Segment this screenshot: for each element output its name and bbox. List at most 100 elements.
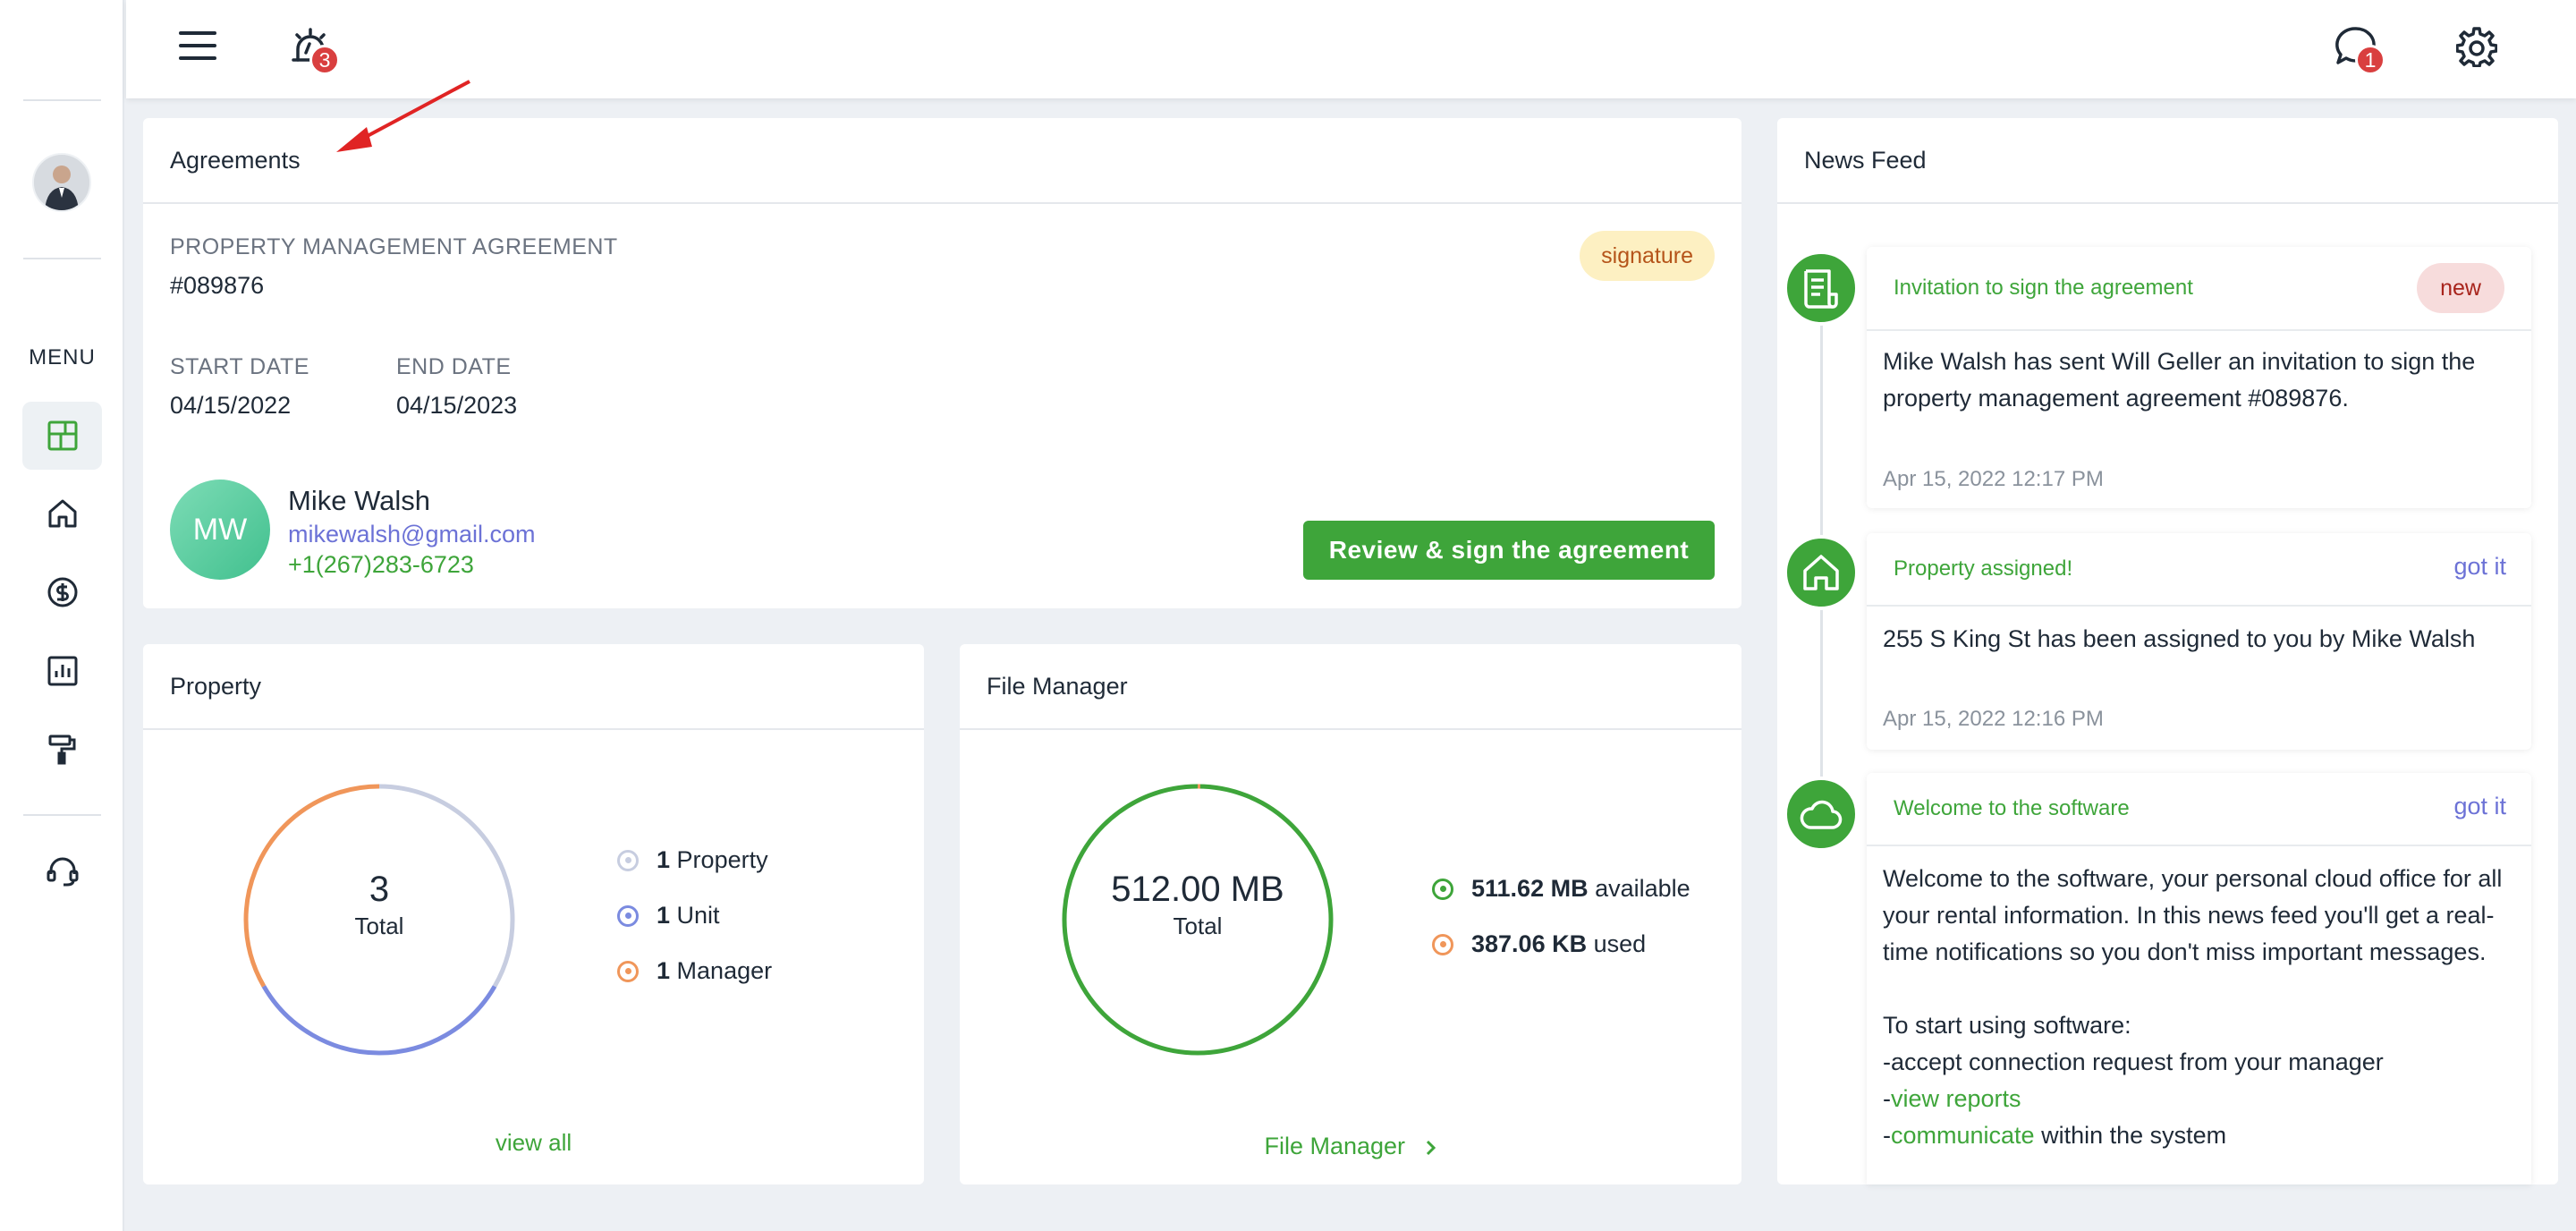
agreements-title: Agreements — [143, 118, 1741, 204]
news-item: Welcome to the software got it Welcome t… — [1867, 773, 2531, 1184]
top-bar: 3 1 — [126, 0, 2576, 98]
agreement-number: #089876 — [170, 272, 265, 299]
chat-button[interactable]: 1 — [2328, 20, 2385, 75]
property-total-value: 3 — [369, 870, 390, 909]
sidebar-item-finance[interactable] — [22, 558, 102, 626]
legend-count: 1 — [657, 846, 671, 873]
step-communicate: -communicate within the system — [1883, 1122, 2227, 1149]
news-item-title: Welcome to the software — [1894, 796, 2130, 820]
sidebar-item-support[interactable] — [22, 837, 102, 905]
legend-label: used — [1593, 930, 1647, 957]
user-avatar[interactable] — [32, 153, 91, 212]
chat-badge: 1 — [2355, 45, 2385, 75]
start-date-label: START DATE — [170, 354, 309, 379]
news-divider — [1867, 605, 2531, 607]
news-item-body: Welcome to the software, your personal c… — [1883, 861, 2513, 1154]
start-date-value: 04/15/2022 — [170, 392, 292, 419]
sidebar: MENU — [0, 0, 124, 1231]
annotation-arrow — [336, 80, 470, 152]
sidebar-divider — [23, 99, 101, 101]
donut-segment-manager — [243, 784, 515, 1056]
sidebar-divider — [23, 814, 101, 816]
news-item: Invitation to sign the agreement new Mik… — [1867, 247, 2531, 508]
property-title: Property — [143, 644, 924, 730]
storage-total-value: 512.00 MB — [1111, 870, 1284, 909]
news-divider — [1867, 329, 2531, 331]
document-icon — [1804, 269, 1838, 309]
agreements-card: Agreements PROPERTY MANAGEMENT AGREEMENT… — [143, 118, 1741, 608]
end-date-label: END DATE — [396, 354, 512, 379]
menu-button[interactable] — [171, 23, 225, 68]
legend-label: Unit — [676, 902, 720, 929]
legend-available: 511.62 MB available — [1432, 875, 1690, 903]
legend-used: 387.06 KB used — [1432, 930, 1646, 958]
hamburger-icon — [179, 31, 216, 60]
got-it-button[interactable]: got it — [2453, 553, 2506, 580]
news-feed-title: News Feed — [1777, 118, 2558, 204]
sidebar-item-home[interactable] — [22, 480, 102, 548]
welcome-text: Welcome to the software, your personal c… — [1883, 865, 2503, 965]
step-accept: -accept connection request from your man… — [1883, 1048, 2384, 1075]
news-divider — [1867, 845, 2531, 846]
donut-segment-unit — [243, 784, 515, 1056]
legend-value: 511.62 MB — [1471, 875, 1589, 902]
property-donut-chart — [243, 784, 515, 1056]
sidebar-item-maintenance[interactable] — [22, 716, 102, 784]
chevron-right-icon — [1426, 1140, 1436, 1155]
property-card: Property 3 Total 1 Property 1 Unit 1 Man… — [143, 644, 924, 1184]
dashboard-icon — [47, 420, 77, 451]
contact-name: Mike Walsh — [288, 485, 431, 516]
legend-dot-icon — [617, 960, 639, 982]
legend-dot-icon — [1432, 933, 1453, 955]
menu-title: MENU — [29, 345, 96, 369]
legend-dot-icon — [1432, 878, 1453, 900]
news-item-icon — [1784, 250, 1859, 326]
new-badge: new — [2417, 263, 2504, 313]
storage-total-label: Total — [1173, 913, 1223, 939]
communicate-link[interactable]: communicate — [1891, 1122, 2035, 1149]
paint-roller-icon — [48, 734, 75, 765]
view-all-link[interactable]: view all — [495, 1129, 572, 1156]
start-heading: To start using software: — [1883, 1012, 2131, 1039]
status-badge: signature — [1580, 231, 1715, 281]
storage-donut-chart — [1062, 784, 1334, 1056]
review-sign-button[interactable]: Review & sign the agreement — [1303, 521, 1715, 580]
news-item-icon — [1784, 535, 1859, 610]
legend-count: 1 — [657, 902, 671, 929]
news-item-title: Property assigned! — [1894, 556, 2073, 581]
alarm-badge: 3 — [309, 45, 340, 75]
file-manager-link[interactable]: File Manager — [960, 1133, 1741, 1160]
home-icon — [1803, 555, 1839, 590]
cloud-icon — [1800, 800, 1843, 829]
view-reports-link[interactable]: view reports — [1891, 1085, 2021, 1112]
headset-icon — [47, 857, 78, 887]
legend-unit: 1 Unit — [617, 902, 720, 930]
news-item-body: Mike Walsh has sent Will Geller an invit… — [1883, 348, 2476, 412]
donut-segment-used — [1062, 784, 1334, 1056]
legend-dot-icon — [617, 849, 639, 871]
news-item-icon — [1784, 777, 1859, 852]
contact-email[interactable]: mikewalsh@gmail.com — [288, 521, 536, 548]
sidebar-item-dashboard[interactable] — [22, 402, 102, 470]
contact-phone[interactable]: +1(267)283-6723 — [288, 551, 474, 578]
dollar-icon — [47, 577, 77, 607]
legend-value: 387.06 KB — [1471, 930, 1588, 957]
file-manager-link-label: File Manager — [1264, 1133, 1406, 1159]
legend-label: Manager — [676, 957, 773, 984]
legend-label: available — [1595, 875, 1690, 902]
news-item-body: 255 S King St has been assigned to you b… — [1883, 625, 2476, 652]
got-it-button[interactable]: got it — [2453, 793, 2506, 819]
settings-button[interactable] — [2450, 20, 2504, 73]
chat-icon — [2335, 27, 2376, 64]
property-total-label: Total — [354, 913, 404, 939]
alarm-button[interactable]: 3 — [284, 21, 340, 75]
legend-property: 1 Property — [617, 846, 768, 874]
contact-avatar: MW — [170, 480, 270, 580]
step-reports: -view reports — [1883, 1085, 2021, 1112]
sidebar-item-reports[interactable] — [22, 637, 102, 705]
gear-icon — [2456, 27, 2497, 67]
legend-dot-icon — [617, 904, 639, 927]
home-icon — [48, 499, 76, 528]
news-item-title: Invitation to sign the agreement — [1894, 276, 2193, 300]
agreement-type: PROPERTY MANAGEMENT AGREEMENT — [170, 234, 618, 259]
